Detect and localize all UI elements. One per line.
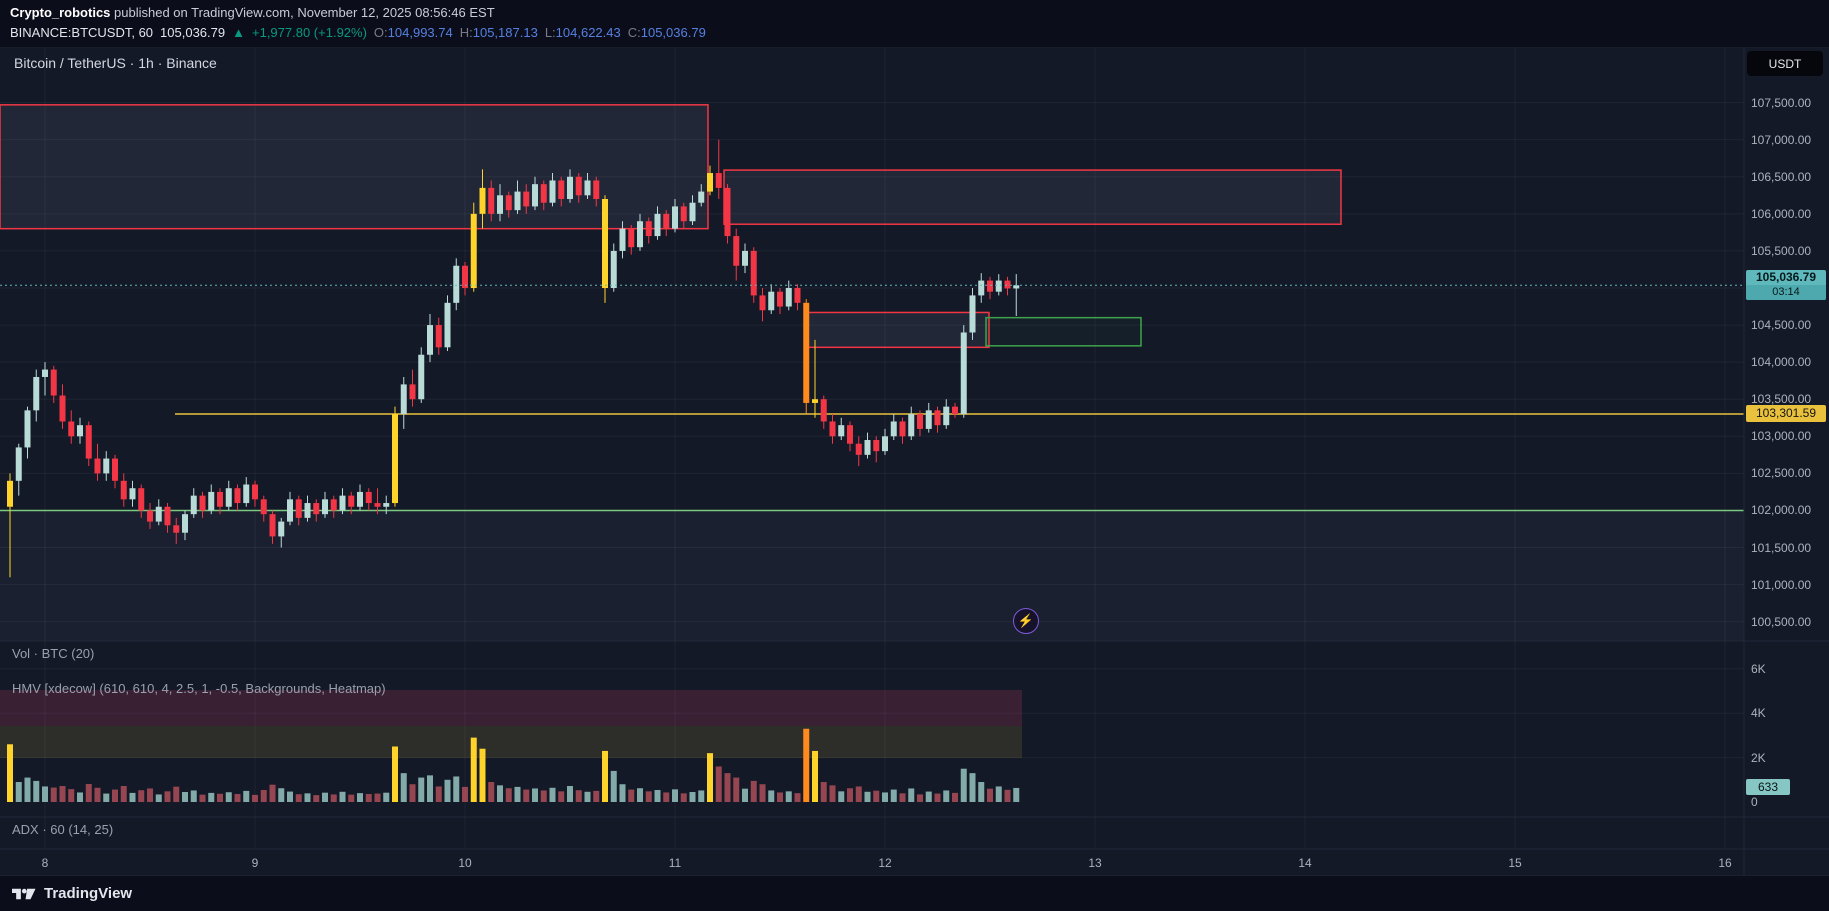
change-direction-icon: ▲: [232, 25, 245, 40]
tradingview-logo-icon[interactable]: [12, 886, 36, 902]
open-pair: O:104,993.74: [374, 25, 453, 40]
open-label: O:: [373, 25, 388, 40]
currency-toggle-button[interactable]: USDT: [1747, 51, 1823, 76]
chart-symbol-title: Bitcoin / TetherUS · 1h · Binance: [14, 55, 217, 71]
current-price-label: 105,036.79 03:14: [1746, 270, 1826, 301]
footer: TradingView: [0, 875, 1829, 911]
volume-pane-label[interactable]: Vol · BTC (20): [12, 646, 95, 661]
low-pair: L:104,622.43: [545, 25, 621, 40]
volume-value-label: 633: [1746, 778, 1790, 795]
symbol-name[interactable]: BINANCE:BTCUSDT, 60: [10, 25, 154, 40]
publish-byline: Crypto_robotics published on TradingView…: [10, 5, 495, 20]
low-value: 104,622.43: [555, 25, 621, 40]
tradingview-brand[interactable]: TradingView: [44, 885, 133, 902]
lightning-icon[interactable]: ⚡: [1013, 608, 1039, 634]
price-change: +1,977.80 (+1.92%): [252, 25, 367, 40]
symbol-ohlc-line: BINANCE:BTCUSDT, 60 105,036.79 ▲ +1,977.…: [10, 25, 706, 40]
adx-indicator-label[interactable]: ADX · 60 (14, 25): [12, 822, 114, 837]
high-label: H:: [459, 25, 473, 40]
high-pair: H:105,187.13: [460, 25, 538, 40]
close-label: C:: [627, 25, 641, 40]
publish-header: Crypto_robotics published on TradingView…: [0, 0, 1829, 48]
author-name[interactable]: Crypto_robotics: [10, 5, 111, 20]
bar-countdown: 03:14: [1746, 285, 1826, 301]
low-label: L:: [544, 25, 556, 40]
open-value: 104,993.74: [387, 25, 453, 40]
high-value: 105,187.13: [472, 25, 538, 40]
close-pair: C:105,036.79: [628, 25, 706, 40]
hmv-indicator-label[interactable]: HMV [xdecow] (610, 610, 4, 2.5, 1, -0.5,…: [12, 681, 386, 696]
current-price-value: 105,036.79: [1755, 270, 1817, 285]
last-price: 105,036.79: [160, 25, 226, 40]
close-value: 105,036.79: [640, 25, 706, 40]
price-level-label: 103,301.59: [1746, 404, 1826, 422]
publish-info: published on TradingView.com, November 1…: [110, 5, 495, 20]
